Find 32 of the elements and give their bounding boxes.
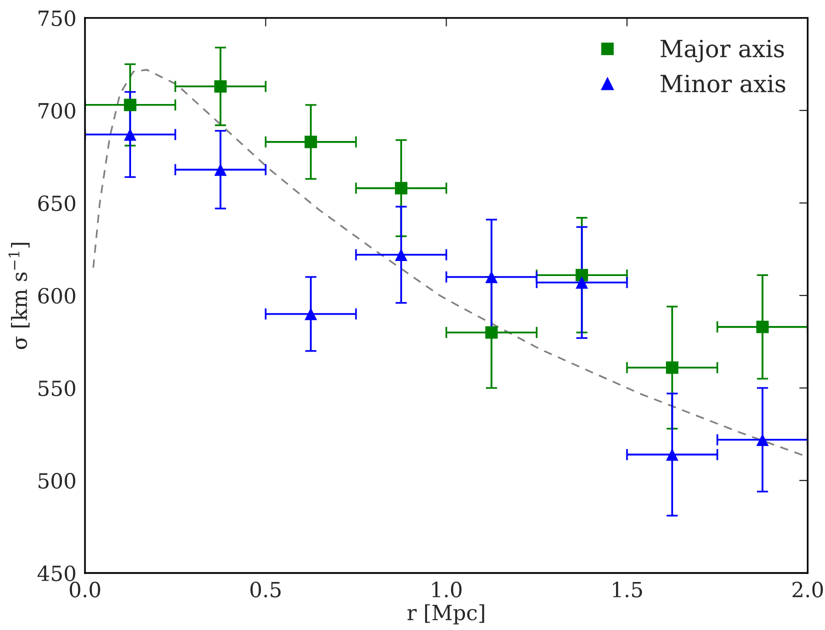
point <box>214 163 227 176</box>
point <box>666 361 678 374</box>
point <box>666 448 678 461</box>
legend-label: Minor axis <box>660 74 786 92</box>
point <box>756 320 769 334</box>
x-tick-label: 1.5 <box>612 582 642 598</box>
point <box>214 80 227 93</box>
x-tick-label: 0.0 <box>70 582 100 598</box>
y-axis-title: σ [km s$^{−1}$] <box>8 242 30 350</box>
y-tick-label: 750 <box>38 10 76 26</box>
point <box>756 434 769 446</box>
point <box>485 270 498 284</box>
point <box>576 268 588 282</box>
point <box>304 136 318 148</box>
legend-label: Major axis <box>660 40 784 62</box>
point <box>304 308 318 320</box>
x-tick-label: 2.0 <box>792 582 823 598</box>
x-tick-label: 0.5 <box>250 582 281 598</box>
x-tick-label: 1.0 <box>432 582 462 598</box>
point <box>576 276 588 289</box>
point <box>485 326 498 339</box>
y-tick-label: 450 <box>38 565 76 582</box>
y-tick-label: 500 <box>38 472 76 489</box>
y-tick-label: 600 <box>38 288 76 304</box>
point <box>124 98 136 112</box>
point <box>124 128 136 141</box>
x-axis-title: r [Mpc] <box>407 604 484 624</box>
y-tick-label: 650 <box>38 195 76 212</box>
y-tick-label: 700 <box>38 102 76 119</box>
point <box>394 248 408 261</box>
point <box>394 182 408 194</box>
y-tick-label: 550 <box>38 380 76 396</box>
